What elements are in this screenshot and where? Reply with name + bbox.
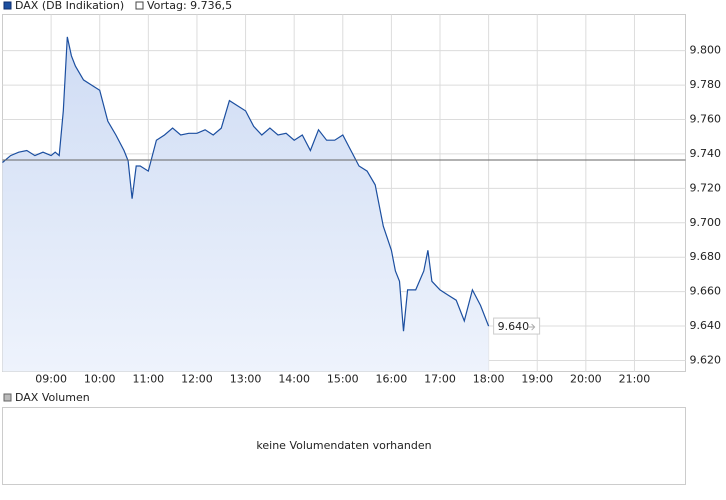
- legend-label: Vortag: 9.736,5: [147, 0, 232, 12]
- y-tick-label: 9.720: [690, 181, 722, 194]
- area: [2, 36, 489, 372]
- y-tick-label: 9.640: [690, 319, 722, 332]
- x-tick-label: 20:00: [570, 373, 602, 386]
- x-tick-label: 09:00: [35, 373, 67, 386]
- y-tick-label: 9.780: [690, 78, 722, 91]
- x-tick-label: 10:00: [84, 373, 116, 386]
- x-tick-label: 18:00: [473, 373, 505, 386]
- y-tick-label: 9.660: [690, 285, 722, 298]
- legend-swatch: [3, 1, 12, 10]
- x-tick-label: 16:00: [376, 373, 408, 386]
- y-tick-label: 9.620: [690, 353, 722, 366]
- y-tick-label: 9.680: [690, 250, 722, 263]
- price-badge: [493, 317, 541, 335]
- x-tick-label: 19:00: [521, 373, 553, 386]
- y-tick-label: 9.740: [690, 147, 722, 160]
- volume-panel: [2, 407, 686, 485]
- y-tick-label: 9.700: [690, 216, 722, 229]
- y-tick-label: 9.800: [690, 44, 722, 57]
- price-arrow: [527, 323, 536, 331]
- legend-swatch: [135, 1, 144, 10]
- y-tick-label: 9.760: [690, 113, 722, 126]
- x-tick-label: 17:00: [424, 373, 456, 386]
- volume-legend: DAX Volumen: [15, 391, 90, 404]
- line: [2, 36, 490, 332]
- x-tick-label: 15:00: [327, 373, 359, 386]
- legend-swatch: [3, 393, 12, 402]
- price-label: 9.640: [498, 320, 529, 333]
- x-tick-label: 14:00: [278, 373, 310, 386]
- x-tick-label: 21:00: [619, 373, 651, 386]
- legend-label: DAX (DB Indikation): [15, 0, 124, 12]
- x-tick-label: 13:00: [230, 373, 262, 386]
- x-tick-label: 12:00: [181, 373, 213, 386]
- volume-message: keine Volumendaten vorhanden: [256, 439, 431, 452]
- x-tick-label: 11:00: [132, 373, 164, 386]
